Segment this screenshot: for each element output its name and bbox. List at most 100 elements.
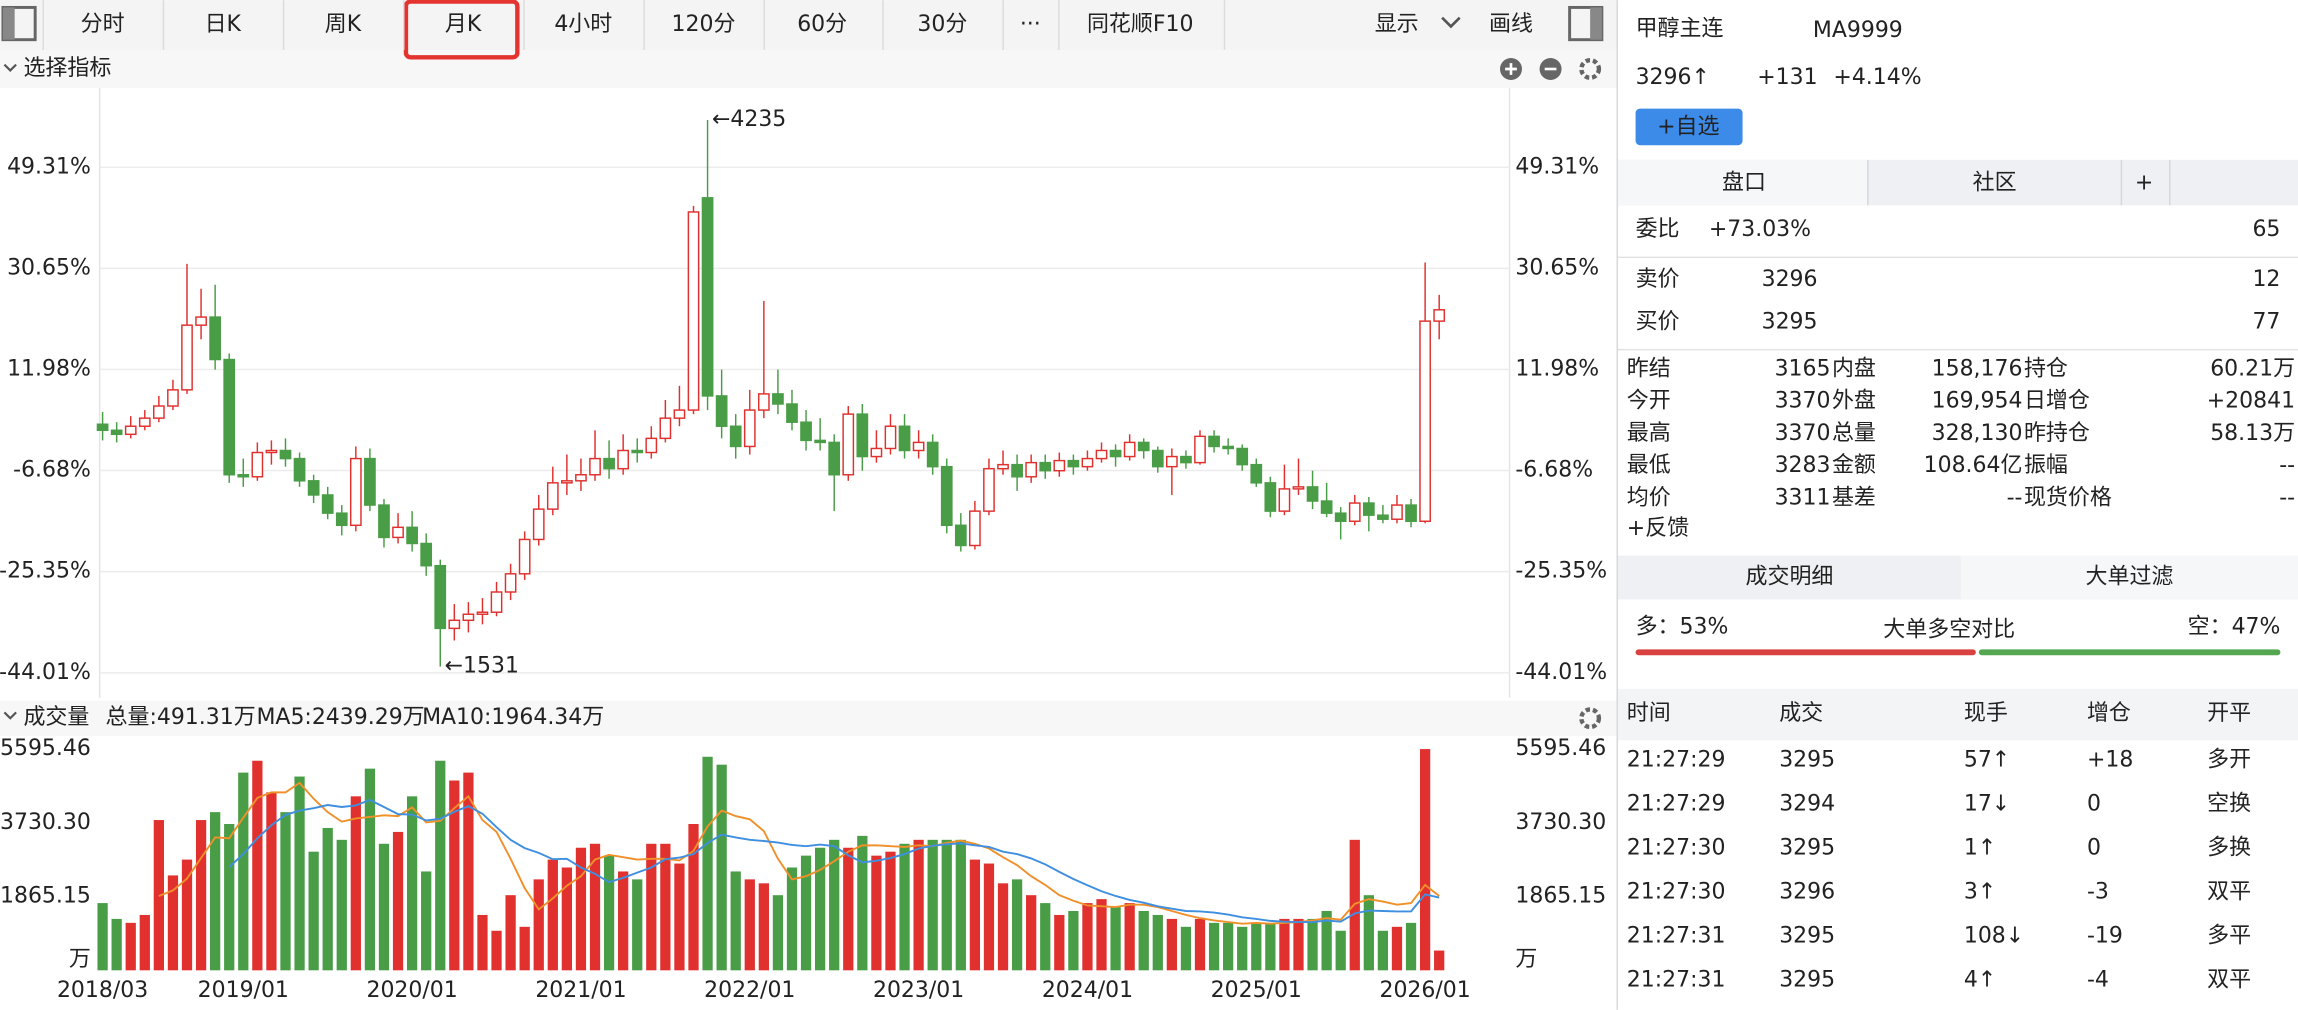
candle-body: [1151, 449, 1164, 468]
toolbar-tab[interactable]: ···: [1020, 12, 1041, 37]
stat-label: 持仓: [2024, 356, 2068, 381]
short-ratio: 空：47%: [2188, 614, 2281, 639]
x-tick-label: 2018/03: [57, 978, 148, 1003]
volume-bar: [266, 792, 277, 971]
x-tick-label: 2024/01: [1042, 978, 1133, 1003]
candle-body: [518, 538, 531, 575]
table-header: 时间: [1627, 701, 1671, 726]
volume-legend: 总量:491.31万: [106, 705, 256, 730]
candle-body: [1236, 447, 1249, 466]
volume-bar: [674, 863, 685, 971]
volume-bar: [955, 839, 966, 971]
table-header: 现手: [1964, 701, 2008, 726]
stat-label: 外盘: [1832, 389, 1876, 414]
candle-body: [715, 395, 728, 427]
toolbar-tab[interactable]: 月K: [445, 12, 482, 37]
trade-tab[interactable]: 成交明细: [1746, 565, 1834, 590]
candle-body: [237, 474, 250, 478]
candle-body: [603, 457, 615, 470]
watch-button[interactable]: [1635, 108, 1743, 146]
stat-label: 内盘: [1832, 356, 1876, 381]
toolbar-tab[interactable]: 日K: [205, 12, 242, 37]
candle-body: [940, 465, 953, 527]
candle-body: [912, 441, 925, 452]
price-change: +131: [1757, 65, 1817, 90]
candle-body: [307, 480, 320, 496]
toolbar-tab[interactable]: 4小时: [554, 12, 612, 37]
stat-label: 基差: [1832, 485, 1876, 510]
volume-bar: [378, 843, 390, 971]
toolbar-tab[interactable]: 30分: [917, 12, 967, 37]
candle-body: [532, 508, 545, 541]
collapse-icon[interactable]: [3, 711, 17, 720]
settings-icon[interactable]: [1579, 707, 1602, 730]
trade-cell: 空换: [2207, 792, 2251, 817]
y-tick-label: -25.35%: [0, 559, 91, 584]
volume-bar: [125, 922, 136, 971]
volume-bar: [1321, 911, 1332, 971]
volume-bar: [632, 879, 643, 971]
ma5-line: [158, 781, 1440, 925]
trade-cell: 21:27:29: [1627, 748, 1726, 773]
candle-body: [1377, 514, 1389, 520]
stat-value: 3165: [1775, 356, 1831, 381]
candle-body: [1348, 502, 1361, 522]
toolbar-tab[interactable]: 周K: [325, 12, 362, 37]
volume-bar: [589, 843, 601, 971]
volume-bar: [1152, 914, 1163, 971]
volume-bar: [449, 780, 460, 971]
indicator-select[interactable]: 选择指标: [23, 56, 111, 81]
candle-body: [124, 425, 137, 436]
book-qty: 77: [2252, 310, 2280, 335]
candle-body: [378, 504, 390, 539]
trade-cell: +18: [2087, 748, 2133, 773]
toolbar-tab[interactable]: 同花顺F10: [1087, 12, 1194, 37]
quote-tab[interactable]: +: [2135, 170, 2153, 195]
quote-tab[interactable]: 盘口: [1722, 170, 1766, 195]
trade-cell: 3296: [1779, 880, 1835, 905]
candle-body: [448, 619, 461, 630]
volume-bar: [406, 796, 418, 971]
trade-tab[interactable]: 大单过滤: [2086, 565, 2174, 590]
ratio-title: 大单多空对比: [1883, 617, 2015, 642]
volume-bar: [1251, 922, 1262, 971]
quote-tab[interactable]: 社区: [1973, 170, 2017, 195]
volume-bar: [280, 812, 291, 971]
feedback-link[interactable]: +反馈: [1627, 516, 1689, 541]
candle-body: [589, 457, 601, 476]
stat-value: 169,954: [1932, 389, 2023, 414]
volume-bar: [435, 760, 446, 971]
stat-label: 总量: [1832, 421, 1876, 446]
draw-tool[interactable]: 画线: [1489, 12, 1533, 37]
candle-body: [631, 449, 644, 454]
y-tick-label-right: 11.98%: [1515, 356, 1599, 381]
book-price: 3295: [1762, 310, 1818, 335]
watch-button-label[interactable]: +自选: [1657, 115, 1719, 140]
trade-cell: 1↑: [1964, 836, 1996, 861]
trade-cell: 21:27:30: [1627, 836, 1726, 861]
stat-value: --: [2007, 485, 2023, 510]
stat-value: 3370: [1775, 389, 1831, 414]
volume-bar: [1307, 918, 1318, 971]
book-label: 买价: [1636, 310, 1680, 335]
trade-cell: 多平: [2207, 924, 2251, 949]
settings-icon[interactable]: [1579, 58, 1602, 80]
candle-body: [279, 449, 292, 460]
display-menu[interactable]: 显示: [1375, 12, 1419, 37]
x-tick-label: 2025/01: [1211, 978, 1302, 1003]
candle-body: [1278, 488, 1291, 512]
collapse-icon[interactable]: [3, 63, 17, 73]
candle-body: [1039, 461, 1052, 472]
volume-bar: [885, 851, 896, 971]
volume-bar: [167, 875, 179, 971]
candle-body: [406, 526, 418, 545]
volume-bar: [1434, 950, 1445, 971]
stat-value: --: [2279, 485, 2295, 510]
toolbar-tab[interactable]: 分时: [81, 12, 125, 37]
y-tick-label-right: -25.35%: [1515, 559, 1607, 584]
toolbar-tab[interactable]: 120分: [672, 12, 736, 37]
toolbar-bg: [0, 0, 1617, 50]
toolbar-tab[interactable]: 60分: [797, 12, 847, 37]
candle-body: [926, 441, 939, 468]
